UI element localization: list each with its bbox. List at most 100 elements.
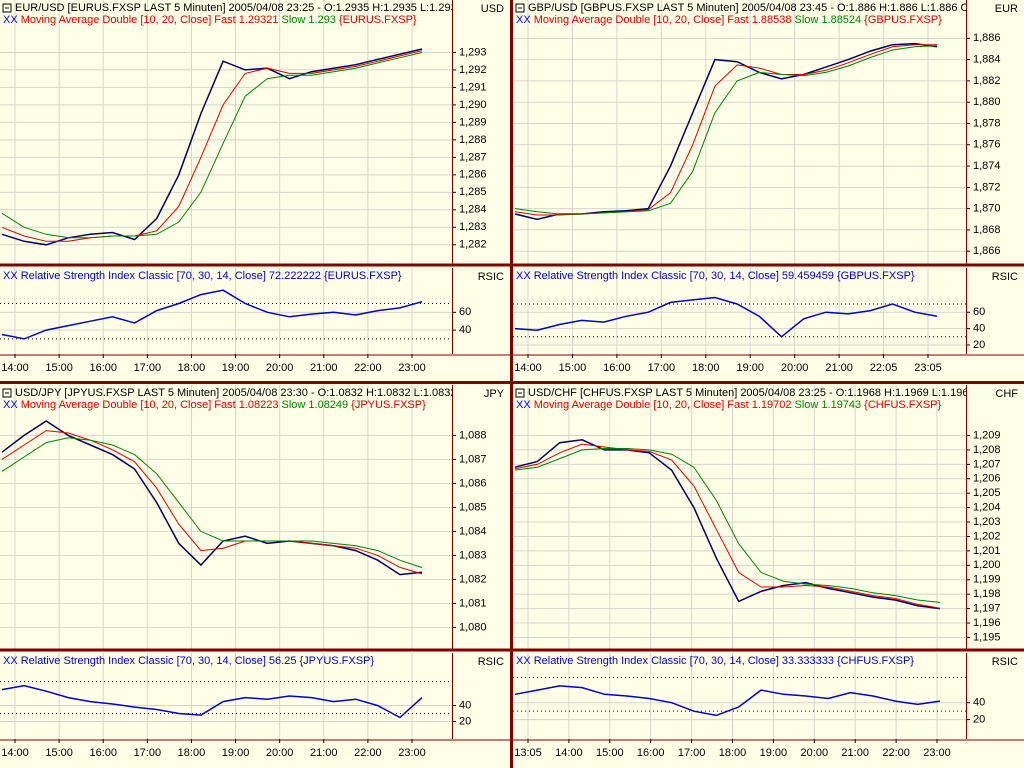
y-tick-label: 1,087 — [459, 453, 487, 465]
y-tick-label: 60 — [973, 306, 985, 318]
x-tick-label: 15:00 — [45, 362, 73, 374]
legend-symbol: {GBPUS.FXSP} — [864, 14, 942, 26]
x-tick-label: 21:00 — [841, 747, 869, 759]
y-tick-label: 1,195 — [973, 631, 1001, 643]
series-line — [514, 296, 938, 338]
y-tick-label: 1,082 — [459, 573, 487, 585]
axis-label: EUR — [995, 3, 1018, 15]
x-tick-label: 21:00 — [310, 362, 338, 374]
legend: XX Moving Average Double [10, 20, Close] F… — [516, 399, 942, 411]
y-tick-label: 1,085 — [459, 501, 487, 513]
legend-entry: Fast 1.29321 — [214, 14, 278, 26]
y-tick-label: 1,197 — [973, 603, 1001, 615]
x-tick-label: 16:00 — [89, 362, 117, 374]
x-tick-label: 14:00 — [1, 362, 29, 374]
series-line — [1, 50, 423, 242]
y-tick-label: 1,292 — [459, 64, 487, 76]
y-tick-label: 1,209 — [973, 429, 1001, 441]
axis-label: JPY — [484, 388, 505, 400]
plot-area — [513, 0, 966, 264]
legend-prefix: XX — [3, 399, 18, 411]
y-tick-label: 1,289 — [459, 116, 487, 128]
x-tick-label: 15:00 — [45, 747, 73, 759]
y-tick-label: 1,886 — [973, 32, 1001, 44]
y-tick-label: 20 — [459, 715, 471, 727]
legend-entry: Slow 1.19743 — [795, 399, 862, 411]
legend-symbol: {CHFUS.FXSP} — [837, 655, 914, 667]
series-line — [514, 45, 938, 215]
axis-label: CHF — [995, 388, 1018, 400]
legend-entry: Slow 1.293 — [282, 14, 336, 26]
plot-area — [513, 385, 966, 649]
series-line — [1, 430, 423, 575]
legend-prefix: XX — [516, 655, 531, 667]
y-tick-label: 1,286 — [459, 169, 487, 181]
legend-prefix: XX — [3, 655, 18, 667]
panel-icon — [515, 3, 525, 13]
x-tick-label: 19:00 — [736, 362, 764, 374]
y-tick-label: 20 — [973, 714, 985, 726]
x-tick-label: 22:00 — [882, 747, 910, 759]
y-tick-label: 1,086 — [459, 477, 487, 489]
y-tick-label: 1,290 — [459, 99, 487, 111]
y-tick-label: 1,284 — [459, 204, 487, 216]
legend-symbol: {JPYUS.FXSP} — [299, 655, 374, 667]
legend-prefix: XX — [516, 399, 531, 411]
plot-area — [0, 653, 452, 739]
legend: XX Relative Strength Index Classic [70, 3… — [3, 270, 402, 282]
series-line — [1, 52, 423, 239]
y-tick-label: 20 — [973, 339, 985, 351]
y-tick-label: 1,088 — [459, 429, 487, 441]
legend-symbol: {EURUS.FXSP} — [339, 14, 417, 26]
x-tick-label: 23:00 — [398, 362, 426, 374]
panel-icon — [2, 3, 12, 13]
legend-prefix: XX — [3, 14, 18, 26]
y-tick-label: 60 — [459, 306, 471, 318]
series-line — [514, 439, 941, 610]
x-tick-label: 17:00 — [134, 362, 162, 374]
y-tick-label: 1,201 — [973, 545, 1001, 557]
y-tick-label: 1,878 — [973, 117, 1001, 129]
legend-prefix: XX — [3, 270, 18, 282]
series-line — [1, 684, 423, 719]
legend: XX Relative Strength Index Classic [70, 3… — [516, 270, 915, 282]
y-tick-label: 1,202 — [973, 530, 1001, 542]
x-tick-label: 22:05 — [870, 362, 898, 374]
x-tick-label: 23:05 — [914, 362, 942, 374]
series-line — [1, 437, 423, 569]
chart-title: USD/JPY [JPYUS.FXSP LAST 5 Minuten] 2005… — [15, 387, 457, 399]
x-tick-label: 22:00 — [354, 747, 382, 759]
panel-separator — [0, 381, 1024, 384]
axis-label: RSIC — [992, 271, 1018, 283]
y-tick-label: 1,282 — [459, 239, 487, 251]
x-tick-label: 15:00 — [596, 747, 624, 759]
legend-entry: Fast 1.19702 — [727, 399, 791, 411]
x-tick-label: 18:00 — [719, 747, 747, 759]
legend-entry: Fast 1.08223 — [214, 399, 278, 411]
x-tick-label: 21:00 — [310, 747, 338, 759]
x-tick-label: 15:00 — [559, 362, 587, 374]
y-tick-label: 1,199 — [973, 574, 1001, 586]
y-tick-label: 1,080 — [459, 621, 487, 633]
legend-prefix: XX — [516, 270, 531, 282]
y-tick-label: 1,291 — [459, 81, 487, 93]
x-tick-label: 20:00 — [266, 362, 294, 374]
y-tick-label: 1,288 — [459, 134, 487, 146]
legend-prefix: XX — [516, 14, 531, 26]
y-tick-label: 1,200 — [973, 559, 1001, 571]
legend-indicator: Relative Strength Index Classic [70, 30,… — [21, 655, 297, 667]
series-line — [1, 420, 423, 576]
x-tick-label: 23:00 — [398, 747, 426, 759]
series-line — [514, 685, 941, 717]
y-tick-label: 1,206 — [973, 473, 1001, 485]
plot-area — [513, 653, 966, 739]
x-tick-label: 21:00 — [825, 362, 853, 374]
plot-area — [513, 268, 966, 354]
x-tick-label: 20:00 — [801, 747, 829, 759]
legend: XX Moving Average Double [10, 20, Close] F… — [516, 14, 942, 26]
x-tick-label: 20:00 — [781, 362, 809, 374]
legend-indicator: Relative Strength Index Classic [70, 30,… — [534, 655, 834, 667]
y-tick-label: 1,287 — [459, 151, 487, 163]
legend-entry: Slow 1.88524 — [795, 14, 862, 26]
